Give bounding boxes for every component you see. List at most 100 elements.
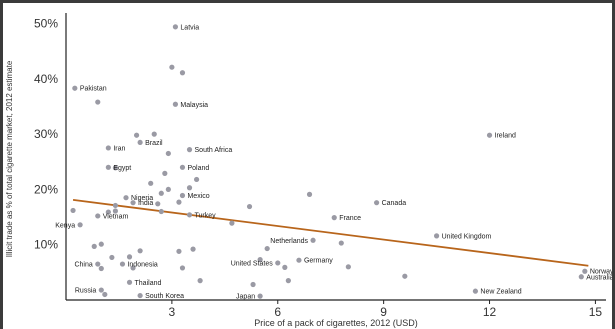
data-point	[112, 208, 119, 214]
data-point	[133, 132, 140, 138]
y-tick-label: 30%	[34, 127, 58, 141]
data-point	[176, 248, 182, 254]
point-vietnam	[95, 213, 101, 219]
point-south-africa	[186, 147, 193, 153]
point-new-zealand	[472, 288, 479, 294]
label-indonesia: Indonesia	[127, 262, 157, 269]
point-india	[130, 200, 136, 206]
point-pakistan	[72, 85, 78, 91]
data-point	[285, 278, 291, 284]
data-point	[197, 278, 203, 284]
label-india: India	[138, 200, 153, 207]
point-russia-2	[102, 291, 108, 298]
data-point	[190, 246, 196, 252]
point-mexico	[179, 192, 186, 199]
data-point	[91, 243, 97, 249]
data-point	[402, 273, 408, 279]
x-tick-label: 9	[380, 305, 387, 319]
data-point	[169, 64, 175, 70]
point-japan	[257, 293, 263, 299]
data-points	[70, 24, 588, 299]
data-point	[95, 99, 101, 105]
data-point	[98, 265, 104, 272]
point-australia	[578, 274, 584, 280]
data-point	[109, 254, 115, 261]
label-vietnam: Vietnam	[103, 213, 129, 220]
label-kenya: Kenya	[55, 222, 75, 229]
data-point	[98, 241, 104, 247]
point-russia	[98, 287, 104, 293]
scatter-chart: 3 6 9 12 15 10% 20% 30% 40% 50% Latvia Pakistan Mal…	[5, 13, 612, 328]
data-point	[158, 208, 164, 215]
point-norway	[582, 268, 588, 274]
label-thailand: Thailand	[135, 280, 162, 287]
data-point	[193, 176, 200, 183]
y-axis-title: Illicit trade as % of total cigarette ma…	[5, 60, 14, 257]
label-latvia: Latvia	[180, 24, 199, 31]
point-labels: Latvia Pakistan Malaysia Ireland Iran Brazil S…	[55, 24, 612, 300]
x-tick-label: 12	[483, 305, 497, 319]
data-point	[264, 245, 270, 252]
label-iran: Iran	[113, 145, 125, 152]
label-china: China	[74, 262, 92, 269]
data-point	[70, 207, 76, 214]
point-brazil	[137, 139, 143, 146]
data-point	[176, 199, 182, 205]
y-tick-label: 50%	[34, 17, 58, 31]
point-latvia	[172, 24, 179, 30]
label-russia: Russia	[75, 288, 97, 295]
point-indonesia	[119, 261, 126, 267]
data-point	[345, 264, 351, 270]
data-point	[250, 281, 256, 288]
label-nigeria: Nigeria	[131, 195, 153, 202]
label-new-zealand: New Zealand	[480, 289, 521, 296]
label-malaysia: Malaysia	[180, 102, 208, 109]
label-canada: Canada	[382, 200, 407, 207]
data-point	[112, 165, 119, 171]
data-point	[126, 254, 133, 260]
label-south-africa: South Africa	[195, 147, 233, 154]
label-australia: Australia	[586, 274, 612, 281]
point-france	[331, 215, 337, 221]
point-thailand	[126, 279, 133, 285]
label-turkey: Turkey	[195, 212, 217, 219]
data-point	[105, 209, 111, 215]
data-point	[130, 265, 136, 271]
point-iran	[105, 145, 111, 151]
data-point	[246, 203, 253, 210]
data-point	[112, 202, 119, 209]
point-south-korea	[137, 292, 143, 299]
label-south-korea: South Korea	[145, 293, 184, 300]
trendline-group	[72, 199, 589, 267]
point-china	[95, 261, 101, 267]
x-tick-label: 6	[274, 305, 281, 319]
data-point	[151, 131, 157, 137]
label-pakistan: Pakistan	[80, 86, 107, 93]
data-point	[137, 248, 143, 254]
data-point	[282, 264, 288, 270]
point-nigeria	[123, 195, 129, 201]
label-netherlands: Netherlands	[270, 238, 308, 245]
data-point	[155, 201, 161, 207]
data-point	[148, 180, 154, 186]
tick-labels: 3 6 9 12 15 10% 20% 30% 40% 50%	[34, 17, 602, 319]
label-united-kingdom: United Kingdom	[442, 233, 492, 240]
data-point	[179, 265, 186, 271]
data-point	[306, 191, 313, 197]
point-egypt	[105, 164, 111, 170]
x-axis-title: Price of a pack of cigarettes, 2012 (USD…	[254, 318, 418, 328]
data-point	[229, 220, 235, 226]
y-tick-label: 40%	[34, 72, 58, 86]
label-france: France	[339, 215, 361, 222]
label-brazil: Brazil	[145, 140, 163, 147]
x-tick-label: 3	[169, 305, 176, 319]
label-mexico: Mexico	[187, 193, 209, 200]
label-germany: Germany	[304, 258, 333, 265]
point-turkey	[186, 212, 193, 218]
point-germany	[296, 257, 302, 263]
point-netherlands	[310, 237, 316, 243]
label-ireland: Ireland	[495, 133, 517, 140]
point-united-kingdom	[433, 233, 440, 239]
axes	[65, 13, 606, 304]
